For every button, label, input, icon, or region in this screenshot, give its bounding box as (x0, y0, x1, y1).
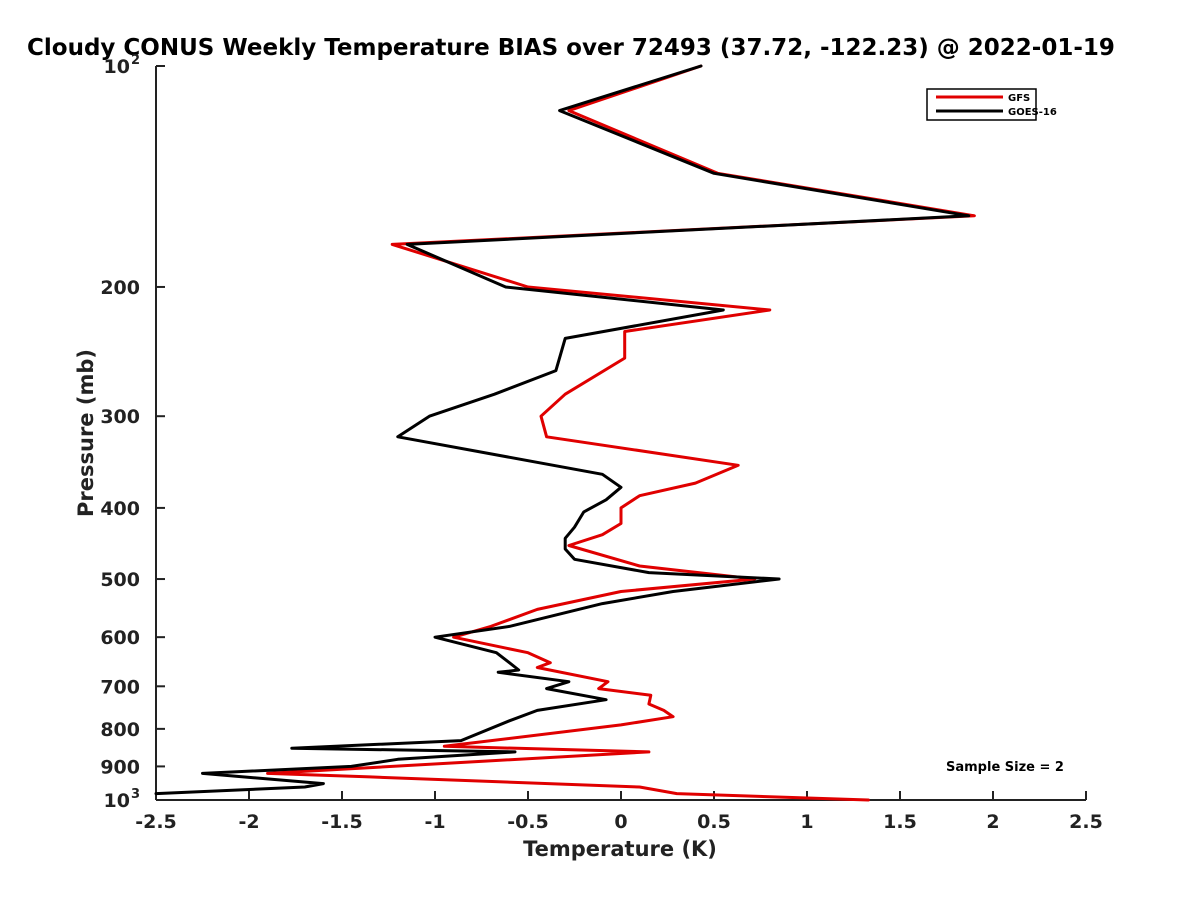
x-tick-label: -1 (424, 811, 445, 833)
y-tick-label: 400 (100, 498, 140, 520)
legend-label: GFS (1008, 93, 1030, 104)
y-tick-label: 300 (100, 406, 140, 428)
x-tick-label: -2.5 (135, 811, 177, 833)
series-line-gfs (266, 64, 976, 802)
plot-area: -2.5 -2 -1.5 -1 -0.5 0 0.5 1 1.5 2 2.510 2200300400… (100, 53, 1103, 833)
y-tick-label: 700 (100, 676, 140, 698)
y-tick-exponent: 2 (131, 53, 140, 68)
x-tick-label: 1 (800, 811, 813, 833)
chart-title: Cloudy CONUS Weekly Temperature BIAS ove… (27, 35, 1115, 61)
x-tick-label: 1.5 (883, 811, 917, 833)
y-tick-label: 500 (100, 569, 140, 591)
x-tick-label: 0 (614, 811, 627, 833)
y-tick-label: 10 (104, 56, 130, 78)
series-line-goes-16 (154, 64, 971, 796)
x-tick-label: -2 (238, 811, 259, 833)
legend-label: GOES-16 (1008, 107, 1057, 118)
y-tick-label: 10 (104, 790, 130, 812)
y-axis-label: Pressure (mb) (74, 349, 98, 517)
x-axis-label: Temperature (K) (523, 837, 717, 861)
x-tick-label: -0.5 (507, 811, 549, 833)
y-tick-label: 900 (100, 756, 140, 778)
y-tick-label: 800 (100, 719, 140, 741)
y-tick-label: 600 (100, 627, 140, 649)
x-tick-label: 2 (986, 811, 999, 833)
chart-legend: GFS GOES-16 (926, 88, 1057, 121)
x-tick-label: 0.5 (697, 811, 731, 833)
x-tick-label: -1.5 (321, 811, 363, 833)
sample-size-annotation: Sample Size = 2 (946, 760, 1064, 775)
x-tick-label: 2.5 (1069, 811, 1103, 833)
legend-box (926, 88, 1037, 121)
y-tick-label: 200 (100, 277, 140, 299)
y-tick-exponent: 3 (131, 787, 140, 802)
